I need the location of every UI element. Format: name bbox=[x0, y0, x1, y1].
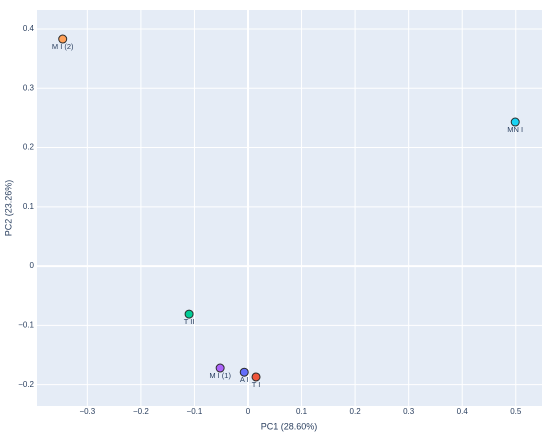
y-tick-label: 0.2 bbox=[23, 143, 35, 152]
y-tick-label: 0.3 bbox=[23, 83, 35, 92]
x-tick-label: 0.5 bbox=[510, 407, 522, 416]
x-tick-label: 0.2 bbox=[350, 407, 362, 416]
point bbox=[215, 363, 225, 373]
y-tick-label: 0.4 bbox=[23, 24, 35, 33]
x-tick-label: 0.3 bbox=[403, 407, 415, 416]
point-label: T I bbox=[252, 380, 261, 389]
point bbox=[251, 372, 261, 382]
x-tick-label: −0.1 bbox=[187, 407, 203, 416]
point bbox=[239, 367, 249, 377]
y-axis-title: PC2 (23.26%) bbox=[3, 180, 13, 237]
x-tick-label: 0.1 bbox=[296, 407, 308, 416]
point-label: A I bbox=[240, 375, 249, 384]
y-tick-label: 0 bbox=[30, 261, 35, 270]
point bbox=[58, 34, 68, 44]
y-tick-label: −0.1 bbox=[18, 320, 34, 329]
x-tick-label: −0.3 bbox=[79, 407, 95, 416]
plot-area bbox=[37, 10, 542, 406]
y-tick-label: 0.1 bbox=[23, 202, 35, 211]
point-label: T II bbox=[184, 317, 195, 326]
point bbox=[510, 117, 520, 127]
point-label: M I (1) bbox=[209, 371, 231, 380]
x-tick-label: −0.2 bbox=[133, 407, 149, 416]
x-axis-title: PC1 (28.60%) bbox=[261, 421, 318, 431]
x-tick-label: 0 bbox=[246, 407, 251, 416]
point bbox=[184, 309, 194, 319]
point-label: M I (2) bbox=[52, 42, 74, 51]
point-label: MN I bbox=[507, 125, 523, 134]
x-tick-label: 0.4 bbox=[457, 407, 469, 416]
y-tick-label: −0.2 bbox=[18, 380, 34, 389]
